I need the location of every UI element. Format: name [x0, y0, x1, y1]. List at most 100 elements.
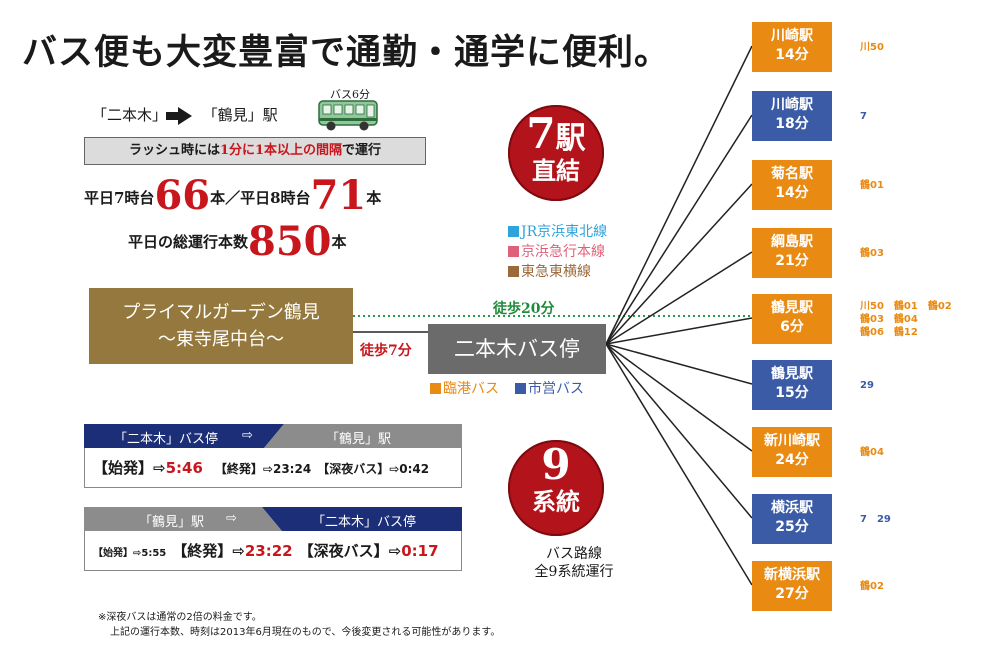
arrow-right-icon: ⇨: [226, 511, 237, 526]
destination-box: 菊名駅 14分: [752, 160, 832, 210]
destination-routes: 7 29: [860, 513, 891, 526]
timetable-header: 「鶴見」駅 ⇨ 「二本木」バス停: [84, 507, 462, 531]
last-time: 23:22: [244, 542, 293, 560]
destination-routes: 鶴02: [860, 580, 884, 593]
bus-icon: [318, 100, 378, 131]
timetable-to: 「鶴見」駅: [326, 432, 392, 447]
stations-word: 直結: [532, 156, 580, 185]
night-time: 0:17: [401, 542, 439, 560]
arrow-right-icon: ⇨: [153, 459, 166, 477]
route-number: 鶴06 鶴12: [860, 326, 918, 338]
destination-time: 25分: [775, 519, 809, 535]
stations-badge: 7駅 直結: [508, 105, 604, 201]
branch-line-2: [605, 114, 753, 345]
routes-number: 9: [541, 440, 571, 489]
destination-time: 27分: [775, 586, 809, 602]
destination-routes: 川50 鶴01 鶴02 鶴03 鶴04 鶴06 鶴12: [860, 300, 952, 339]
destination-routes: 川50: [860, 41, 884, 54]
route-from: 「二本木」: [92, 106, 168, 124]
walk-7-label: 徒歩7分: [360, 343, 412, 359]
timetable-body: 【始発】⇨5:55 【終発】⇨23:22 【深夜バス】⇨0:17: [84, 531, 462, 571]
legend-swatch: [515, 383, 526, 394]
stations-char: 駅: [555, 121, 586, 156]
destination-box: 鶴見駅 6分: [752, 294, 832, 344]
legend-swatch: [508, 246, 519, 257]
destination-routes: 鶴01: [860, 179, 884, 192]
legend-swatch: [430, 383, 441, 394]
timetable-from: 「二本木」バス停: [114, 432, 219, 447]
destination-box: 川崎駅 14分: [752, 22, 832, 72]
destination-station: 鶴見駅: [771, 366, 813, 382]
routes-total-line-1: バス路線: [546, 546, 602, 562]
legend-label: 臨港バス: [443, 381, 499, 397]
route-number: 川50 鶴01 鶴02: [860, 300, 952, 312]
destination-station: 横浜駅: [771, 500, 813, 516]
timetable-header-bg: [84, 507, 462, 531]
legend-swatch: [508, 266, 519, 277]
destination-time: 21分: [775, 253, 809, 269]
branch-line-5: [605, 317, 753, 345]
timetable-to-tsurumi: 「二本木」バス停 ⇨ 「鶴見」駅 【始発】⇨5:46 【終発】⇨23:24 【深夜バ…: [84, 424, 462, 488]
property-name-box: プライマルガーデン鶴見 ～東寺尾中台～: [89, 288, 353, 364]
branch-line-6: [605, 343, 753, 385]
destination-time: 6分: [780, 319, 804, 335]
weekday-hourly-counts: 平日7時台66本／平日8時台71本: [84, 172, 381, 219]
arrow-right-icon: ⇨: [242, 428, 253, 443]
count-seg-2: 本／平日8時台: [210, 189, 311, 207]
route-number: 鶴04: [860, 446, 884, 458]
stations-number: 7: [526, 109, 556, 158]
night-time: 0:42: [399, 462, 430, 476]
bus-stop-box: 二本木バス停: [428, 324, 606, 374]
last-time: 23:24: [272, 462, 312, 476]
bus-duration: バス6分: [330, 88, 370, 101]
routes-word: 系統: [532, 487, 580, 516]
footnotes: ※深夜バスは通常の2倍の料金です。 上記の運行本数、時刻は2013年6月現在のも…: [98, 610, 500, 640]
night-label: 【深夜バス】: [317, 462, 390, 476]
bus-operators-legend: 臨港バス 市営バス: [430, 378, 584, 398]
arrow-right-icon: ⇨: [133, 548, 142, 559]
destination-routes: 鶴03: [860, 247, 884, 260]
rush-text-1: ラッシュ時には: [128, 143, 220, 158]
rush-highlight: 1分に1本以上の間隔: [219, 143, 343, 158]
routes-badge: 9 系統: [508, 440, 604, 536]
footnote: ※深夜バスは通常の2倍の料金です。: [98, 612, 262, 623]
route-to: 「鶴見」駅: [202, 106, 278, 124]
property-area: ～東寺尾中台～: [158, 329, 284, 350]
timetable-header-bg: [84, 424, 462, 448]
rush-text-2: で運行: [342, 143, 382, 158]
branch-line-9: [605, 343, 753, 586]
last-label: 【終発】: [214, 462, 263, 476]
total-unit: 本: [331, 233, 347, 251]
routes-total-line-2: 全9系統運行: [534, 564, 614, 580]
destination-box: 横浜駅 25分: [752, 494, 832, 544]
destination-station: 菊名駅: [771, 166, 813, 182]
legend-item: JR京浜東北線: [508, 222, 607, 242]
timetable-header: 「二本木」バス停 ⇨ 「鶴見」駅: [84, 424, 462, 448]
arrow-right-icon: [165, 107, 192, 125]
route-number: 鶴03 鶴04: [860, 313, 918, 325]
timetable-from: 「鶴見」駅: [139, 515, 205, 530]
route-number: 7 29: [860, 513, 891, 525]
legend-label: 京浜急行本線: [521, 244, 605, 260]
destination-box: 綱島駅 21分: [752, 228, 832, 278]
arrow-right-icon: ⇨: [232, 542, 245, 560]
branch-line-4: [605, 251, 753, 345]
legend-swatch: [508, 226, 519, 237]
weekday-total-count: 平日の総運行本数850本: [128, 218, 347, 265]
property-name: プライマルガーデン鶴見: [122, 302, 320, 323]
destination-station: 鶴見駅: [771, 300, 813, 316]
route-number: 川50: [860, 41, 884, 53]
timetable-body: 【始発】⇨5:46 【終発】⇨23:24 【深夜バス】⇨0:42: [84, 448, 462, 488]
route-number: 7: [860, 110, 867, 122]
destination-station: 綱島駅: [771, 234, 813, 250]
branch-line-8: [605, 343, 753, 519]
total-number: 850: [248, 218, 332, 265]
destination-time: 24分: [775, 452, 809, 468]
destination-station: 川崎駅: [771, 28, 813, 44]
destination-routes: 鶴04: [860, 446, 884, 459]
first-label: 【始発】: [93, 548, 133, 559]
train-lines-legend: JR京浜東北線 京浜急行本線 東急東横線: [508, 222, 607, 282]
legend-label: JR京浜東北線: [521, 224, 608, 240]
route-number: 鶴01: [860, 179, 884, 191]
